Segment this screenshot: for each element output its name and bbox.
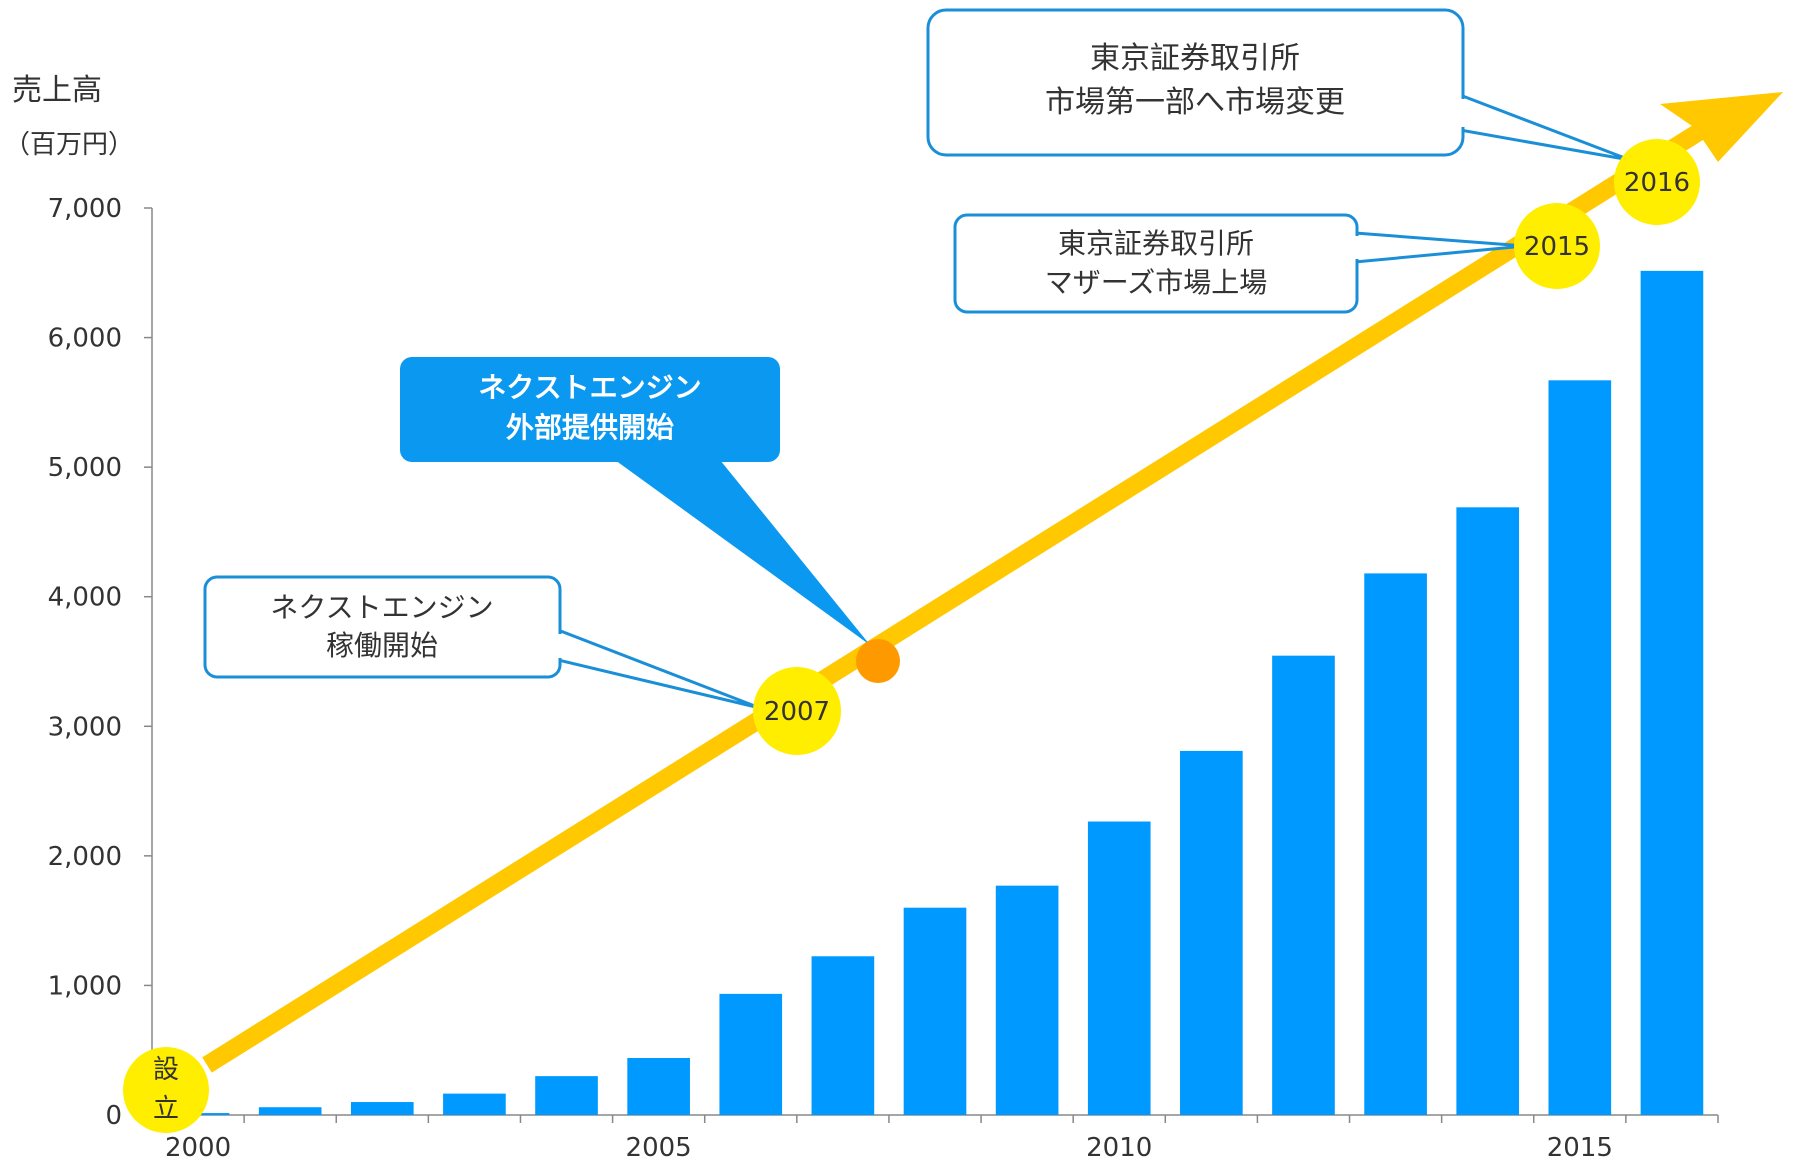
- bar-2002: [350, 1102, 414, 1115]
- x-axis: 2000 2005 2010 2015: [151, 1114, 1719, 1163]
- bar-2010: [1087, 821, 1151, 1115]
- milestone-2016-label: 2016: [1624, 168, 1690, 198]
- milestone-2015-label: 2015: [1524, 232, 1590, 262]
- x-tick-label: 2015: [1547, 1133, 1613, 1163]
- callout-first-section: 東京証券取引所 市場第一部へ市場変更: [926, 8, 1631, 162]
- callout-engine-external-tail: [615, 460, 870, 645]
- callout-first-section-box: [926, 8, 1465, 157]
- x-tick-label: 2000: [165, 1133, 231, 1163]
- bar-2012: [1272, 655, 1335, 1115]
- y-axis-title: 売上高: [12, 73, 102, 108]
- bar-2006: [719, 993, 783, 1115]
- y-tick-label: 5,000: [48, 453, 122, 483]
- y-tick-label: 6,000: [48, 324, 122, 354]
- bar-2016: [1640, 270, 1704, 1115]
- milestone-founded-line2: 立: [153, 1094, 179, 1124]
- growth-arrow-shaft: [202, 112, 1723, 1073]
- milestone-2015-circle: [1514, 203, 1600, 289]
- callout-engine-start-tail: [556, 627, 761, 710]
- milestone-2016: 2016: [1614, 139, 1700, 225]
- bar-2015: [1548, 380, 1612, 1116]
- y-tick-label: 2,000: [48, 842, 122, 872]
- callout-engine-external-line2: 外部提供開始: [506, 411, 674, 444]
- y-tick-label: 3,000: [48, 712, 122, 742]
- callout-engine-external: ネクストエンジン 外部提供開始: [400, 357, 870, 645]
- x-tick-label: 2005: [626, 1133, 692, 1163]
- bar-2013: [1364, 573, 1427, 1115]
- milestone-2007: 2007: [753, 667, 841, 755]
- callout-engine-start-line2: 稼働開始: [326, 629, 438, 662]
- milestone-2007-label: 2007: [764, 697, 830, 727]
- x-tick-label: 2010: [1086, 1133, 1152, 1163]
- y-axis-unit: （百万円）: [4, 130, 134, 160]
- callout-first-section-line1: 東京証券取引所: [1090, 41, 1300, 76]
- milestone-external: [856, 639, 900, 683]
- milestone-founded-circle: [123, 1047, 209, 1133]
- callout-engine-start-line1: ネクストエンジン: [270, 591, 493, 624]
- callout-engine-start-box: [203, 575, 562, 679]
- milestone-2016-circle: [1614, 139, 1700, 225]
- callout-engine-external-line1: ネクストエンジン: [478, 371, 701, 404]
- callout-mothers: 東京証券取引所 マザーズ市場上場: [953, 213, 1526, 314]
- milestone-external-circle: [856, 639, 900, 683]
- callout-first-section-line2: 市場第一部へ市場変更: [1045, 85, 1345, 120]
- bar-2011: [1180, 750, 1243, 1115]
- y-axis: 0 1,000 2,000 3,000 4,000 5,000 6,000 7,000: [48, 194, 153, 1131]
- bar-2001: [258, 1107, 322, 1115]
- growth-arrow: [202, 92, 1783, 1073]
- bar-2014: [1456, 507, 1520, 1115]
- y-tick-label: 7,000: [48, 194, 122, 224]
- growth-arrowhead-icon: [1660, 92, 1783, 162]
- milestone-2015: 2015: [1514, 203, 1600, 289]
- bars: [166, 270, 1704, 1116]
- callout-mothers-line2: マザーズ市場上場: [1045, 266, 1268, 299]
- milestone-2007-circle: [753, 667, 841, 755]
- milestone-founded: 設 立: [123, 1047, 209, 1133]
- y-tick-label: 4,000: [48, 583, 122, 613]
- callout-engine-external-box: [400, 357, 780, 462]
- y-tick-label: 0: [105, 1101, 122, 1131]
- bar-2004: [535, 1076, 598, 1115]
- bar-2005: [627, 1057, 690, 1115]
- y-tick-label: 1,000: [48, 971, 122, 1001]
- callout-first-section-tail: [1458, 92, 1631, 162]
- milestone-founded-line1: 設: [153, 1055, 179, 1085]
- bar-2007: [811, 956, 875, 1115]
- bar-2008: [903, 907, 967, 1115]
- bar-2003: [443, 1093, 506, 1115]
- callout-engine-start: ネクストエンジン 稼働開始: [203, 575, 761, 710]
- callout-mothers-box: [953, 213, 1359, 314]
- bar-2009: [995, 885, 1059, 1115]
- callout-mothers-line1: 東京証券取引所: [1058, 227, 1254, 260]
